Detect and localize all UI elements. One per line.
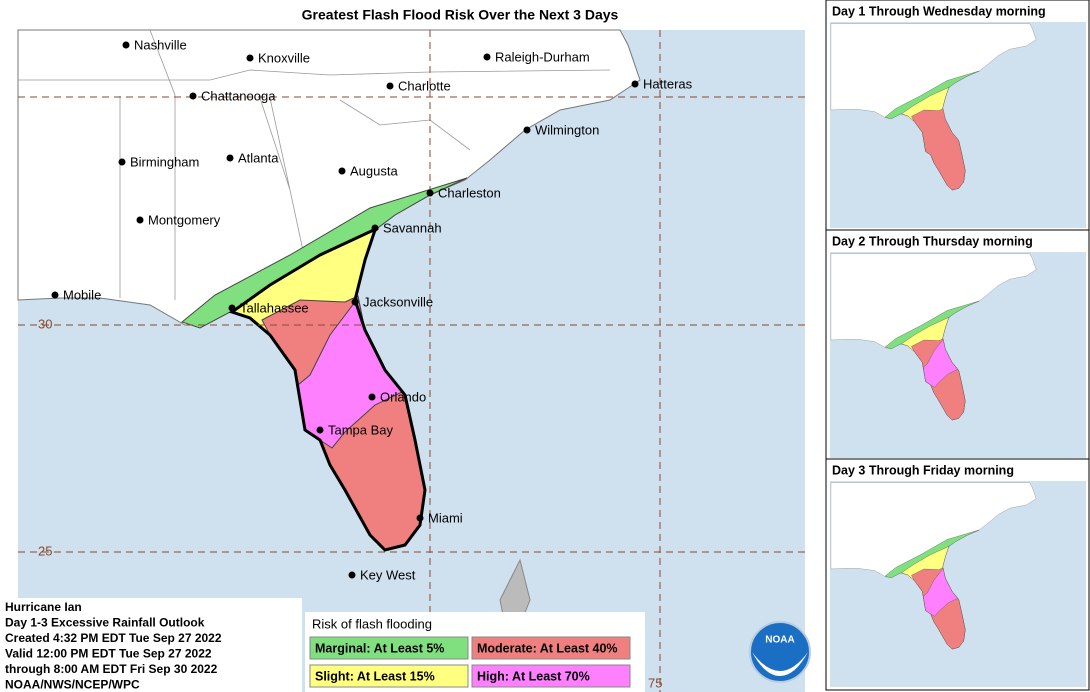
city-label: Augusta xyxy=(350,163,398,178)
city-dot xyxy=(51,291,59,299)
city-dot xyxy=(371,224,379,232)
lat-label: 25 xyxy=(38,543,52,558)
city-label: Tallahassee xyxy=(240,300,309,315)
city-label: Montgomery xyxy=(148,212,221,227)
panel-title: Day 3 Through Friday morning xyxy=(832,463,1014,477)
legend-swatch xyxy=(471,664,631,688)
info-line: Valid 12:00 PM EDT Tue Sep 27 2022 xyxy=(5,647,212,661)
panel-title: Day 2 Through Thursday morning xyxy=(832,234,1033,248)
panel-map xyxy=(830,481,1086,687)
city-dot xyxy=(246,54,254,62)
legend-label: High: At Least 70% xyxy=(477,669,590,683)
city-label: Mobile xyxy=(63,287,101,302)
legend-label: Marginal: At Least 5% xyxy=(315,641,444,655)
city-label: Miami xyxy=(428,510,463,525)
legend-title: Risk of flash flooding xyxy=(312,616,432,631)
city-label: Atlanta xyxy=(238,150,279,165)
city-label: Jacksonville xyxy=(363,294,433,309)
legend-swatch xyxy=(309,636,469,660)
city-label: Knoxville xyxy=(258,50,310,65)
state-borders xyxy=(18,29,611,301)
city-label: Raleigh-Durham xyxy=(495,49,590,64)
legend: Marginal: At Least 5% Moderate: At Least … xyxy=(309,636,631,688)
logo-text: NOAA xyxy=(765,635,794,646)
city-dot xyxy=(351,298,359,306)
city-label: Charlotte xyxy=(398,78,451,93)
lon-label: 75 xyxy=(648,675,662,690)
city-dot xyxy=(228,304,236,312)
city-label: Nashville xyxy=(134,37,187,52)
city-dot xyxy=(426,189,434,197)
city-label: Wilmington xyxy=(535,122,599,137)
info-line: Created 4:32 PM EDT Tue Sep 27 2022 xyxy=(5,631,222,645)
city-dot xyxy=(348,571,356,579)
panels: Day 1 Through Wednesday morning Day 2 Thr… xyxy=(825,0,1090,691)
city-dot xyxy=(386,82,394,90)
city-label: Chattanooga xyxy=(201,88,276,103)
cities: Nashville Knoxville Charlotte Raleigh-Durha… xyxy=(51,37,693,582)
city-dot xyxy=(122,41,130,49)
panel-map xyxy=(830,22,1086,228)
city-dot xyxy=(226,154,234,162)
legend-label: Slight: At Least 15% xyxy=(315,669,435,683)
city-label: Birmingham xyxy=(130,154,199,169)
info-line: Hurricane Ian xyxy=(5,600,82,614)
panel-map xyxy=(830,252,1086,458)
city-dot xyxy=(416,514,424,522)
main-map: 30 25 75 Nashville Knoxville Charlotte Rale… xyxy=(17,29,805,692)
city-label: Orlando xyxy=(380,389,426,404)
info: Hurricane Ian Day 1-3 Excessive Rainfall … xyxy=(5,600,222,692)
info-line: through 8:00 AM EDT Fri Sep 30 2022 xyxy=(5,662,218,676)
info-box xyxy=(0,598,302,692)
city-label: Tampa Bay xyxy=(328,422,394,437)
city-dot xyxy=(189,92,197,100)
city-dot xyxy=(136,216,144,224)
info-line: NOAA/NWS/NCEP/WPC xyxy=(5,678,140,692)
title: Greatest Flash Flood Risk Over the Next … xyxy=(302,7,619,23)
legend-label: Moderate: At Least 40% xyxy=(477,641,618,655)
legend-swatch xyxy=(309,664,469,688)
city-dot xyxy=(368,393,376,401)
city-label: Charleston xyxy=(438,185,501,200)
city-label: Hatteras xyxy=(643,76,693,91)
city-dot xyxy=(118,158,126,166)
city-dot xyxy=(316,426,324,434)
city-label: Key West xyxy=(360,567,416,582)
lat-label: 30 xyxy=(38,316,52,331)
info-line: Day 1-3 Excessive Rainfall Outlook xyxy=(5,616,205,630)
city-dot xyxy=(523,126,531,134)
panel-title: Day 1 Through Wednesday morning xyxy=(832,4,1046,18)
city-dot xyxy=(631,80,639,88)
legend-swatch xyxy=(471,636,631,660)
city-label: Savannah xyxy=(383,220,442,235)
noaa-logo: NOAA xyxy=(749,621,811,683)
city-dot xyxy=(338,167,346,175)
city-dot xyxy=(483,53,491,61)
